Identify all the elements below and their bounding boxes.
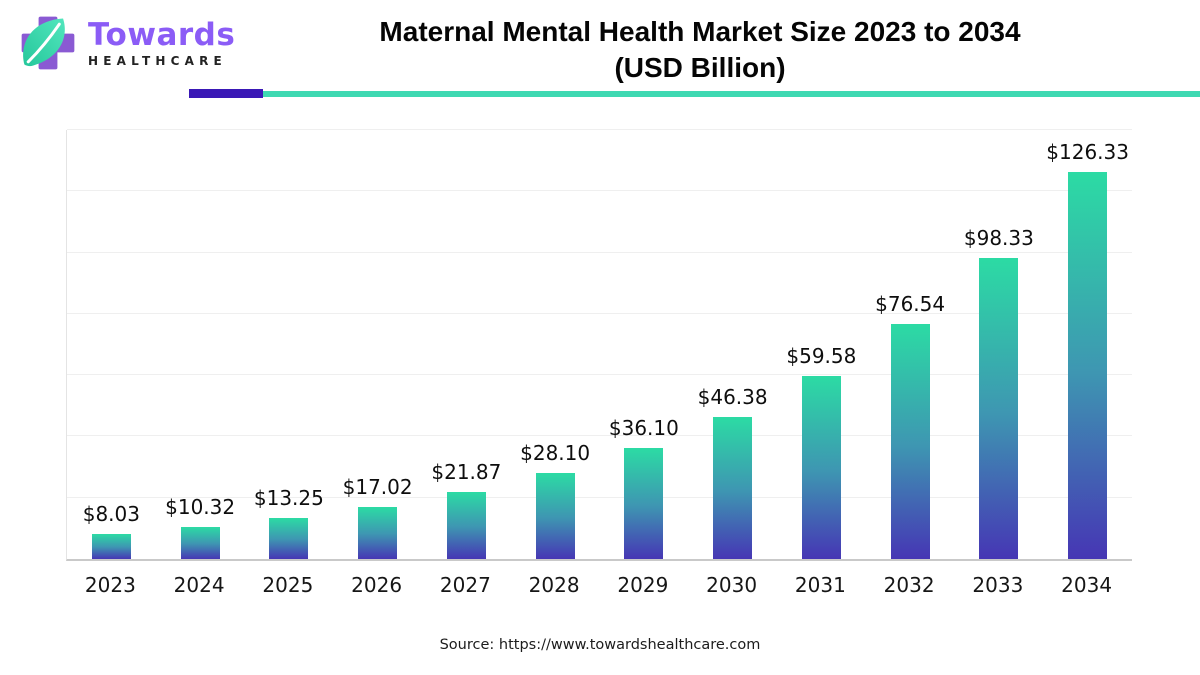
bar-2034 [1068,171,1108,559]
bar-slot: $17.02 [333,130,422,559]
bar-value-label: $10.32 [165,495,236,520]
page-title: Maternal Mental Health Market Size 2023 … [200,14,1200,86]
x-tick-label: 2033 [972,573,1024,597]
bar-2027 [446,491,486,559]
bar-slot: $10.32 [156,130,245,559]
source-text: Source: https://www.towardshealthcare.co… [439,637,761,653]
bar-slot: $98.33 [955,130,1044,559]
bar-slot: $8.03 [67,130,156,559]
bar-value-label: $21.87 [431,459,502,484]
x-tick-label: 2030 [706,573,758,597]
bar-value-label: $126.33 [1046,139,1129,164]
x-tick-label: 2024 [173,573,225,597]
cross-leaf-icon [21,16,75,70]
gridline [67,129,1132,130]
x-tick-label: 2034 [1061,573,1113,597]
bar-2028 [535,472,575,559]
bar-2030 [713,416,753,559]
bar-value-label: $46.38 [697,384,768,409]
bar-2029 [624,448,664,559]
brand-subname: HEALTHCARE [88,53,227,68]
bar-slot: $126.33 [1043,130,1132,559]
x-tick-label: 2027 [439,573,491,597]
x-tick-label: 2032 [883,573,935,597]
brand-name: Towards [88,16,236,53]
gridline [67,251,1132,253]
brand-logo: Towards HEALTHCARE [16,10,235,76]
bar-2023 [91,534,131,559]
gridline [67,435,1132,437]
x-tick-label: 2028 [528,573,580,597]
bar-value-label: $28.10 [520,440,591,465]
rule-purple-segment [189,89,263,98]
gridline [67,496,1132,498]
x-axis-labels: 2023 2024 2025 2026 2027 2028 2029 2030 2031 2032… [66,573,1131,597]
brand-text: Towards HEALTHCARE [88,19,235,68]
bar-2026 [358,506,398,559]
gridline [67,312,1132,314]
bar-slot: $59.58 [777,130,866,559]
bar-slot: $36.10 [600,130,689,559]
bar-value-label: $8.03 [82,502,140,527]
bar-value-label: $36.10 [608,416,679,441]
bar-slot: $76.54 [866,130,955,559]
rule-teal-segment [263,90,1200,97]
bar-slot: $13.25 [245,130,334,559]
x-tick-label: 2025 [262,573,314,597]
bar-2024 [180,527,220,559]
gridline [67,190,1132,192]
bar-chart-plot: $8.03 $10.32 $13.25 $17.02 $21.87 $28.10 $36.1… [66,129,1132,561]
bar-slot: $28.10 [511,130,600,559]
bar-slot: $21.87 [422,130,511,559]
x-tick-label: 2023 [84,573,136,597]
bars-container: $8.03 $10.32 $13.25 $17.02 $21.87 $28.10 $36.1… [67,130,1132,559]
bar-value-label: $13.25 [253,486,324,511]
x-tick-label: 2031 [794,573,846,597]
bar-value-label: $59.58 [786,344,857,369]
title-line-1: Maternal Mental Health Market Size 2023 … [379,16,1021,47]
bar-2032 [890,324,930,559]
x-tick-label: 2029 [617,573,669,597]
bar-slot: $46.38 [688,130,777,559]
gridline [67,374,1132,376]
x-tick-label: 2026 [351,573,403,597]
bar-value-label: $17.02 [342,474,413,499]
bar-value-label: $98.33 [963,225,1034,250]
bar-2025 [269,518,309,559]
bar-value-label: $76.54 [875,292,946,317]
bar-2031 [801,376,841,559]
title-line-2: (USD Billion) [614,52,786,83]
bar-2033 [979,257,1019,559]
